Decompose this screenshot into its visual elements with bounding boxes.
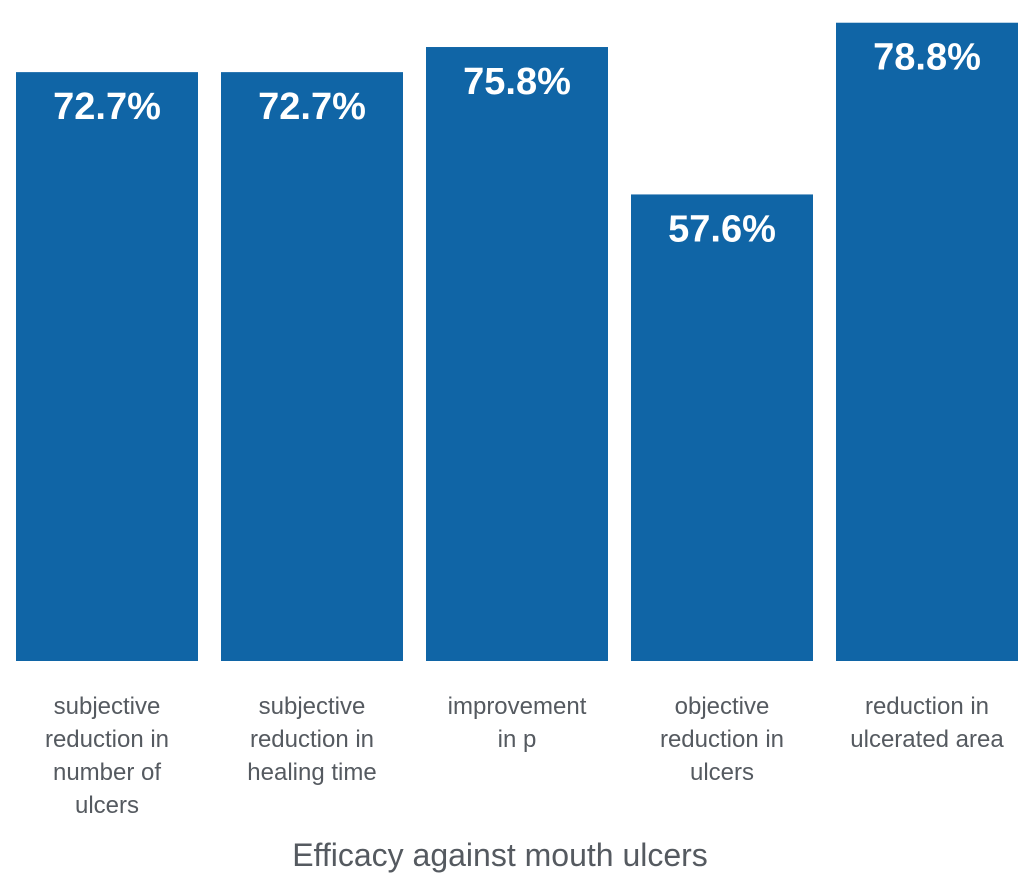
bar-value-label-5: 78.8% bbox=[873, 37, 981, 79]
bar-value-label-2: 72.7% bbox=[258, 86, 366, 128]
category-label-line: reduction in bbox=[250, 726, 374, 753]
x-axis-label: Efficacy against mouth ulcers bbox=[292, 837, 708, 873]
category-labels-group: subjective reduction in number of ulcerssub… bbox=[45, 693, 1004, 819]
bar-4 bbox=[631, 194, 813, 661]
category-label-3: improvement in p bbox=[448, 693, 587, 753]
category-label-line: ulcerated area bbox=[850, 726, 1004, 753]
bar-value-label-1: 72.7% bbox=[53, 86, 161, 128]
bar-2 bbox=[221, 72, 403, 661]
category-label-line: improvement bbox=[448, 693, 587, 720]
category-label-5: reduction in ulcerated area bbox=[850, 693, 1004, 753]
category-label-2: subjective reduction in healing time bbox=[247, 693, 376, 786]
bars-group bbox=[16, 22, 1018, 662]
bar-3 bbox=[426, 47, 608, 661]
category-label-1: subjective reduction in number of ulcers bbox=[45, 693, 169, 819]
category-label-line: reduction in bbox=[660, 726, 784, 753]
category-label-line: reduction in bbox=[865, 693, 989, 720]
category-label-line: subjective bbox=[259, 693, 366, 720]
category-label-line: reduction in bbox=[45, 726, 169, 753]
category-label-line: in p bbox=[498, 726, 537, 753]
category-label-line: number of bbox=[53, 759, 161, 786]
category-label-line: ulcers bbox=[690, 759, 754, 786]
category-label-line: objective bbox=[675, 693, 770, 720]
category-label-line: subjective bbox=[54, 693, 161, 720]
category-label-line: ulcers bbox=[75, 792, 139, 819]
bar-value-label-4: 57.6% bbox=[668, 208, 776, 250]
bar-value-label-3: 75.8% bbox=[463, 61, 571, 103]
bar-5 bbox=[836, 22, 1018, 662]
value-labels-group: 72.7% 72.7% 75.8% 57.6% 78.8% bbox=[53, 37, 981, 251]
category-label-line: healing time bbox=[247, 759, 376, 786]
bar-1 bbox=[16, 72, 198, 661]
category-label-4: objective reduction in ulcers bbox=[660, 693, 784, 786]
